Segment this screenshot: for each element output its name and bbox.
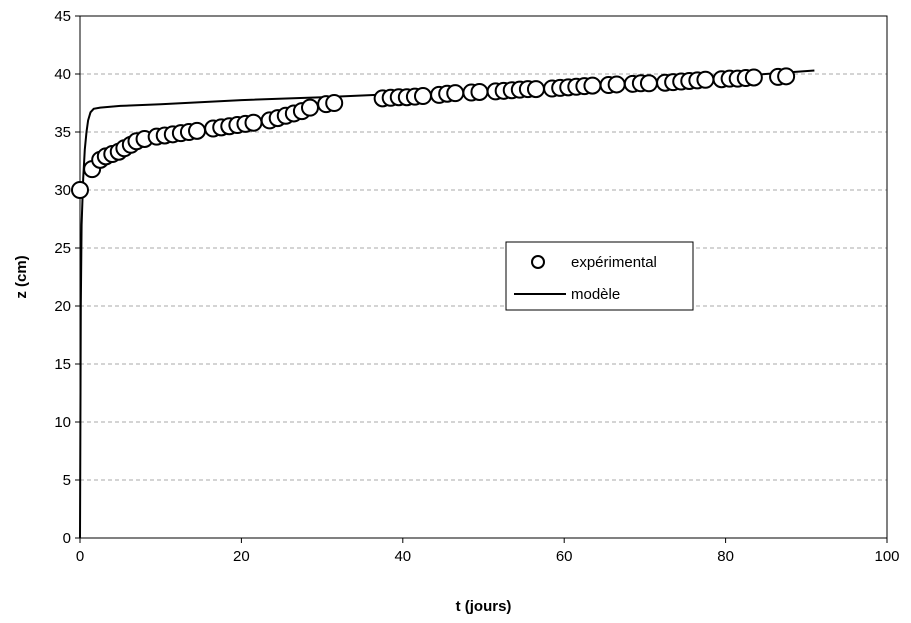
data-point [300,98,319,117]
y-tick-label: 45 [54,8,71,25]
data-point [188,121,207,140]
y-axis-ticks: 0 5 10 15 20 25 30 35 40 45 [54,8,80,547]
data-point [413,87,432,106]
y-tick-label: 10 [54,414,71,431]
data-point [325,94,344,112]
x-axis-title: t (jours) [456,598,512,615]
y-tick-label: 20 [54,298,71,315]
series-experimental [71,67,796,199]
y-axis-title: z (cm) [13,255,30,298]
data-point [696,70,715,89]
x-tick-label: 40 [394,548,411,565]
legend-label-experimental: expérimental [571,254,657,271]
legend-label-modele: modèle [571,286,620,303]
x-tick-label: 20 [233,548,250,565]
data-point [71,181,89,199]
y-tick-label: 35 [54,124,71,141]
legend: expérimental modèle [505,241,694,311]
legend-box [505,241,694,311]
data-point [244,113,263,132]
data-point [607,75,626,94]
plot-area-frame [79,15,888,539]
x-tick-label: 100 [874,548,899,565]
y-tick-label: 30 [54,182,71,199]
legend-marker-experimental [531,255,545,269]
x-axis-ticks: 0 20 40 60 80 100 [76,538,900,565]
y-tick-label: 15 [54,356,71,373]
data-point [744,68,763,87]
x-tick-label: 0 [76,548,84,565]
x-tick-label: 80 [717,548,734,565]
data-point [583,76,602,95]
y-tick-label: 5 [63,472,71,489]
y-tick-label: 0 [63,530,71,547]
x-tick-label: 60 [556,548,573,565]
data-point [446,84,465,103]
data-point [470,82,489,101]
data-point [639,74,658,93]
y-tick-label: 40 [54,66,71,83]
data-point [526,80,545,99]
y-tick-label: 25 [54,240,71,257]
data-point [777,67,796,86]
